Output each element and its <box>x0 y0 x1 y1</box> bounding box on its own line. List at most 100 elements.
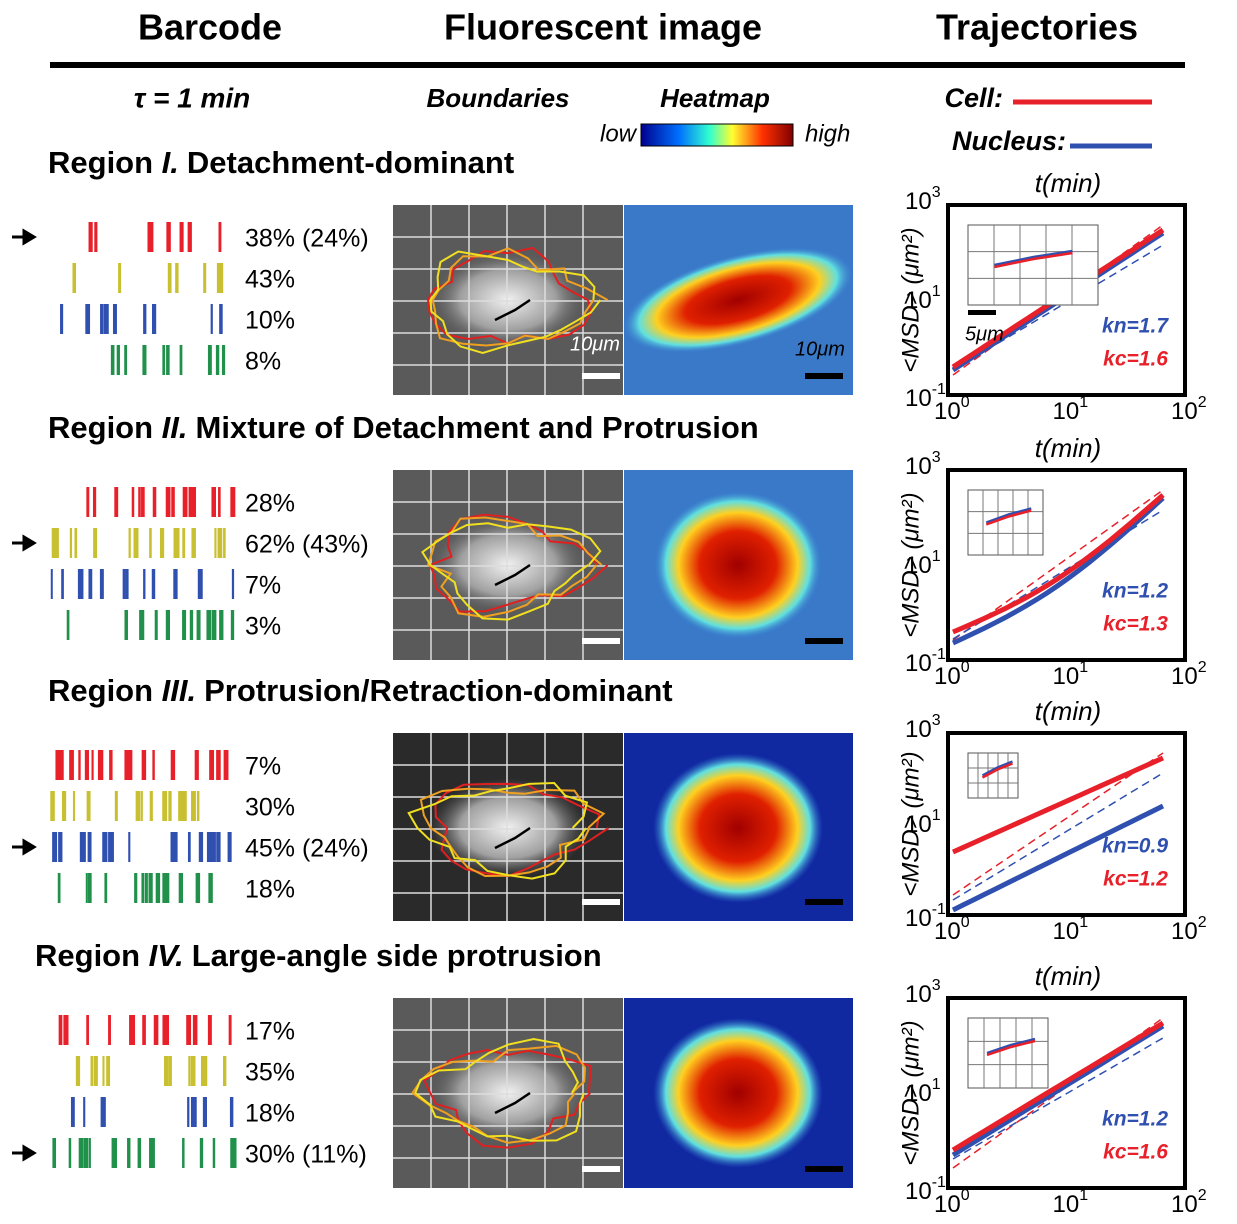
barcode-stripe <box>197 610 201 640</box>
y-tick-label: 103 <box>905 184 941 215</box>
barcode-stripe <box>193 1015 198 1045</box>
barcode-stripe <box>87 791 91 821</box>
region-title-part: Region <box>48 673 162 708</box>
barcode-stripe <box>198 569 203 599</box>
barcode-stripe <box>191 1056 196 1086</box>
tick-exponent: 2 <box>1198 1187 1207 1204</box>
barcode-stripe <box>71 1097 75 1127</box>
kc-label: kc=1.3 <box>1103 613 1168 636</box>
barcode-stripe <box>188 222 192 252</box>
barcode-stripe <box>143 569 145 599</box>
barcode-stripe <box>203 263 206 293</box>
nucleus-curve <box>953 806 1163 910</box>
barcode-stripe <box>100 304 104 334</box>
inset-scale-label: 5μm <box>965 323 1004 345</box>
scale-bar <box>805 899 843 905</box>
legend-nucleus: Nucleus: <box>952 126 1066 156</box>
barcode-stripe <box>223 1056 226 1086</box>
barcode-stripe <box>129 528 131 558</box>
barcode-stripe <box>63 1015 66 1045</box>
barcode-stripe <box>81 569 83 599</box>
barcode-stripe <box>219 610 223 640</box>
barcode-stripe <box>142 1015 146 1045</box>
barcode-stripe <box>73 791 75 821</box>
y-tick-label: 101 <box>905 283 941 314</box>
percentage: 28% <box>245 490 295 518</box>
barcode-stripe <box>129 1015 133 1045</box>
barcode-stripe <box>191 1097 195 1127</box>
legend-cell: Cell: <box>944 83 1003 113</box>
barcode-stripe <box>112 1138 117 1168</box>
barcode-stripe <box>128 750 133 780</box>
barcode-stripe <box>62 791 64 821</box>
tau-label: τ = 1 min <box>134 82 250 113</box>
tick-exponent: -1 <box>932 646 946 663</box>
barcode-stripe <box>78 750 80 780</box>
tick-base: 10 <box>905 905 932 932</box>
region-title-part: I. <box>162 145 179 180</box>
barcode-stripe <box>88 569 92 599</box>
x-tick-label: 102 <box>1171 394 1207 425</box>
barcode-stripe <box>183 487 186 517</box>
tick-base: 10 <box>905 716 932 743</box>
barcode-stripe <box>186 1015 191 1045</box>
percentage: 43% <box>245 266 295 294</box>
region-title: Region III.Protrusion/Retraction-dominan… <box>48 673 673 708</box>
barcode-stripe <box>118 263 121 293</box>
barcode-stripe <box>141 487 145 517</box>
kn-label: kn=1.2 <box>1102 580 1168 603</box>
barcode-stripe <box>142 750 146 780</box>
barcode-stripe <box>93 528 97 558</box>
percentage: 8% <box>245 348 281 376</box>
scale-bar <box>805 638 843 644</box>
barcode-stripe <box>67 610 70 640</box>
barcode-stripe <box>208 873 212 903</box>
barcode-stripe <box>138 487 141 517</box>
barcode-stripe <box>85 304 90 334</box>
heatmap-blob <box>653 490 823 640</box>
barcode-stripe <box>216 832 220 862</box>
barcode-stripe <box>218 528 223 558</box>
barcode-stripe <box>216 750 221 780</box>
barcode-stripe <box>191 487 196 517</box>
barcode-stripe <box>108 1015 111 1045</box>
x-tick-label: 101 <box>1053 659 1089 690</box>
barcode-stripe <box>70 528 72 558</box>
barcode-stripe <box>156 873 160 903</box>
barcode-stripe <box>52 528 56 558</box>
barcode-stripe <box>128 832 130 862</box>
tick-base: 10 <box>1053 663 1080 690</box>
region-title-part: Detachment-dominant <box>187 145 514 180</box>
x-tick-label: 102 <box>1171 914 1207 945</box>
barcode-stripe <box>88 873 92 903</box>
barcode-stripe <box>138 1138 142 1168</box>
y-tick-label: 103 <box>905 449 941 480</box>
barcode-stripe <box>148 873 152 903</box>
barcode-stripe <box>230 1097 233 1127</box>
kn-label: kn=0.9 <box>1102 835 1168 858</box>
region-title: Region II.Mixture of Detachment and Prot… <box>48 410 759 445</box>
region-title-part: Region <box>48 410 162 445</box>
tick-base: 10 <box>934 663 961 690</box>
barcode-stripe <box>134 873 137 903</box>
x-label: t(min) <box>1035 168 1101 198</box>
barcode-stripe <box>229 1015 232 1045</box>
tick-exponent: 3 <box>932 184 941 201</box>
x-tick-label: 102 <box>1171 1187 1207 1218</box>
kc-label: kc=1.6 <box>1103 1141 1168 1164</box>
barcode-stripe <box>86 873 88 903</box>
barcode-stripe <box>143 304 146 334</box>
region-title-part: Region <box>35 938 149 973</box>
tick-base: 10 <box>905 1178 932 1205</box>
barcode-stripe <box>58 750 60 780</box>
barcode-stripe <box>208 1015 212 1045</box>
barcode-stripe <box>231 610 234 640</box>
tick-base: 10 <box>905 385 932 412</box>
barcode-stripe <box>200 1138 203 1168</box>
barcode-stripe <box>195 1097 197 1127</box>
barcode-stripe <box>61 569 64 599</box>
y-tick-label: 101 <box>905 548 941 579</box>
barcode-stripe <box>222 345 225 375</box>
barcode-stripe <box>60 304 63 334</box>
barcode-stripe <box>149 222 153 252</box>
